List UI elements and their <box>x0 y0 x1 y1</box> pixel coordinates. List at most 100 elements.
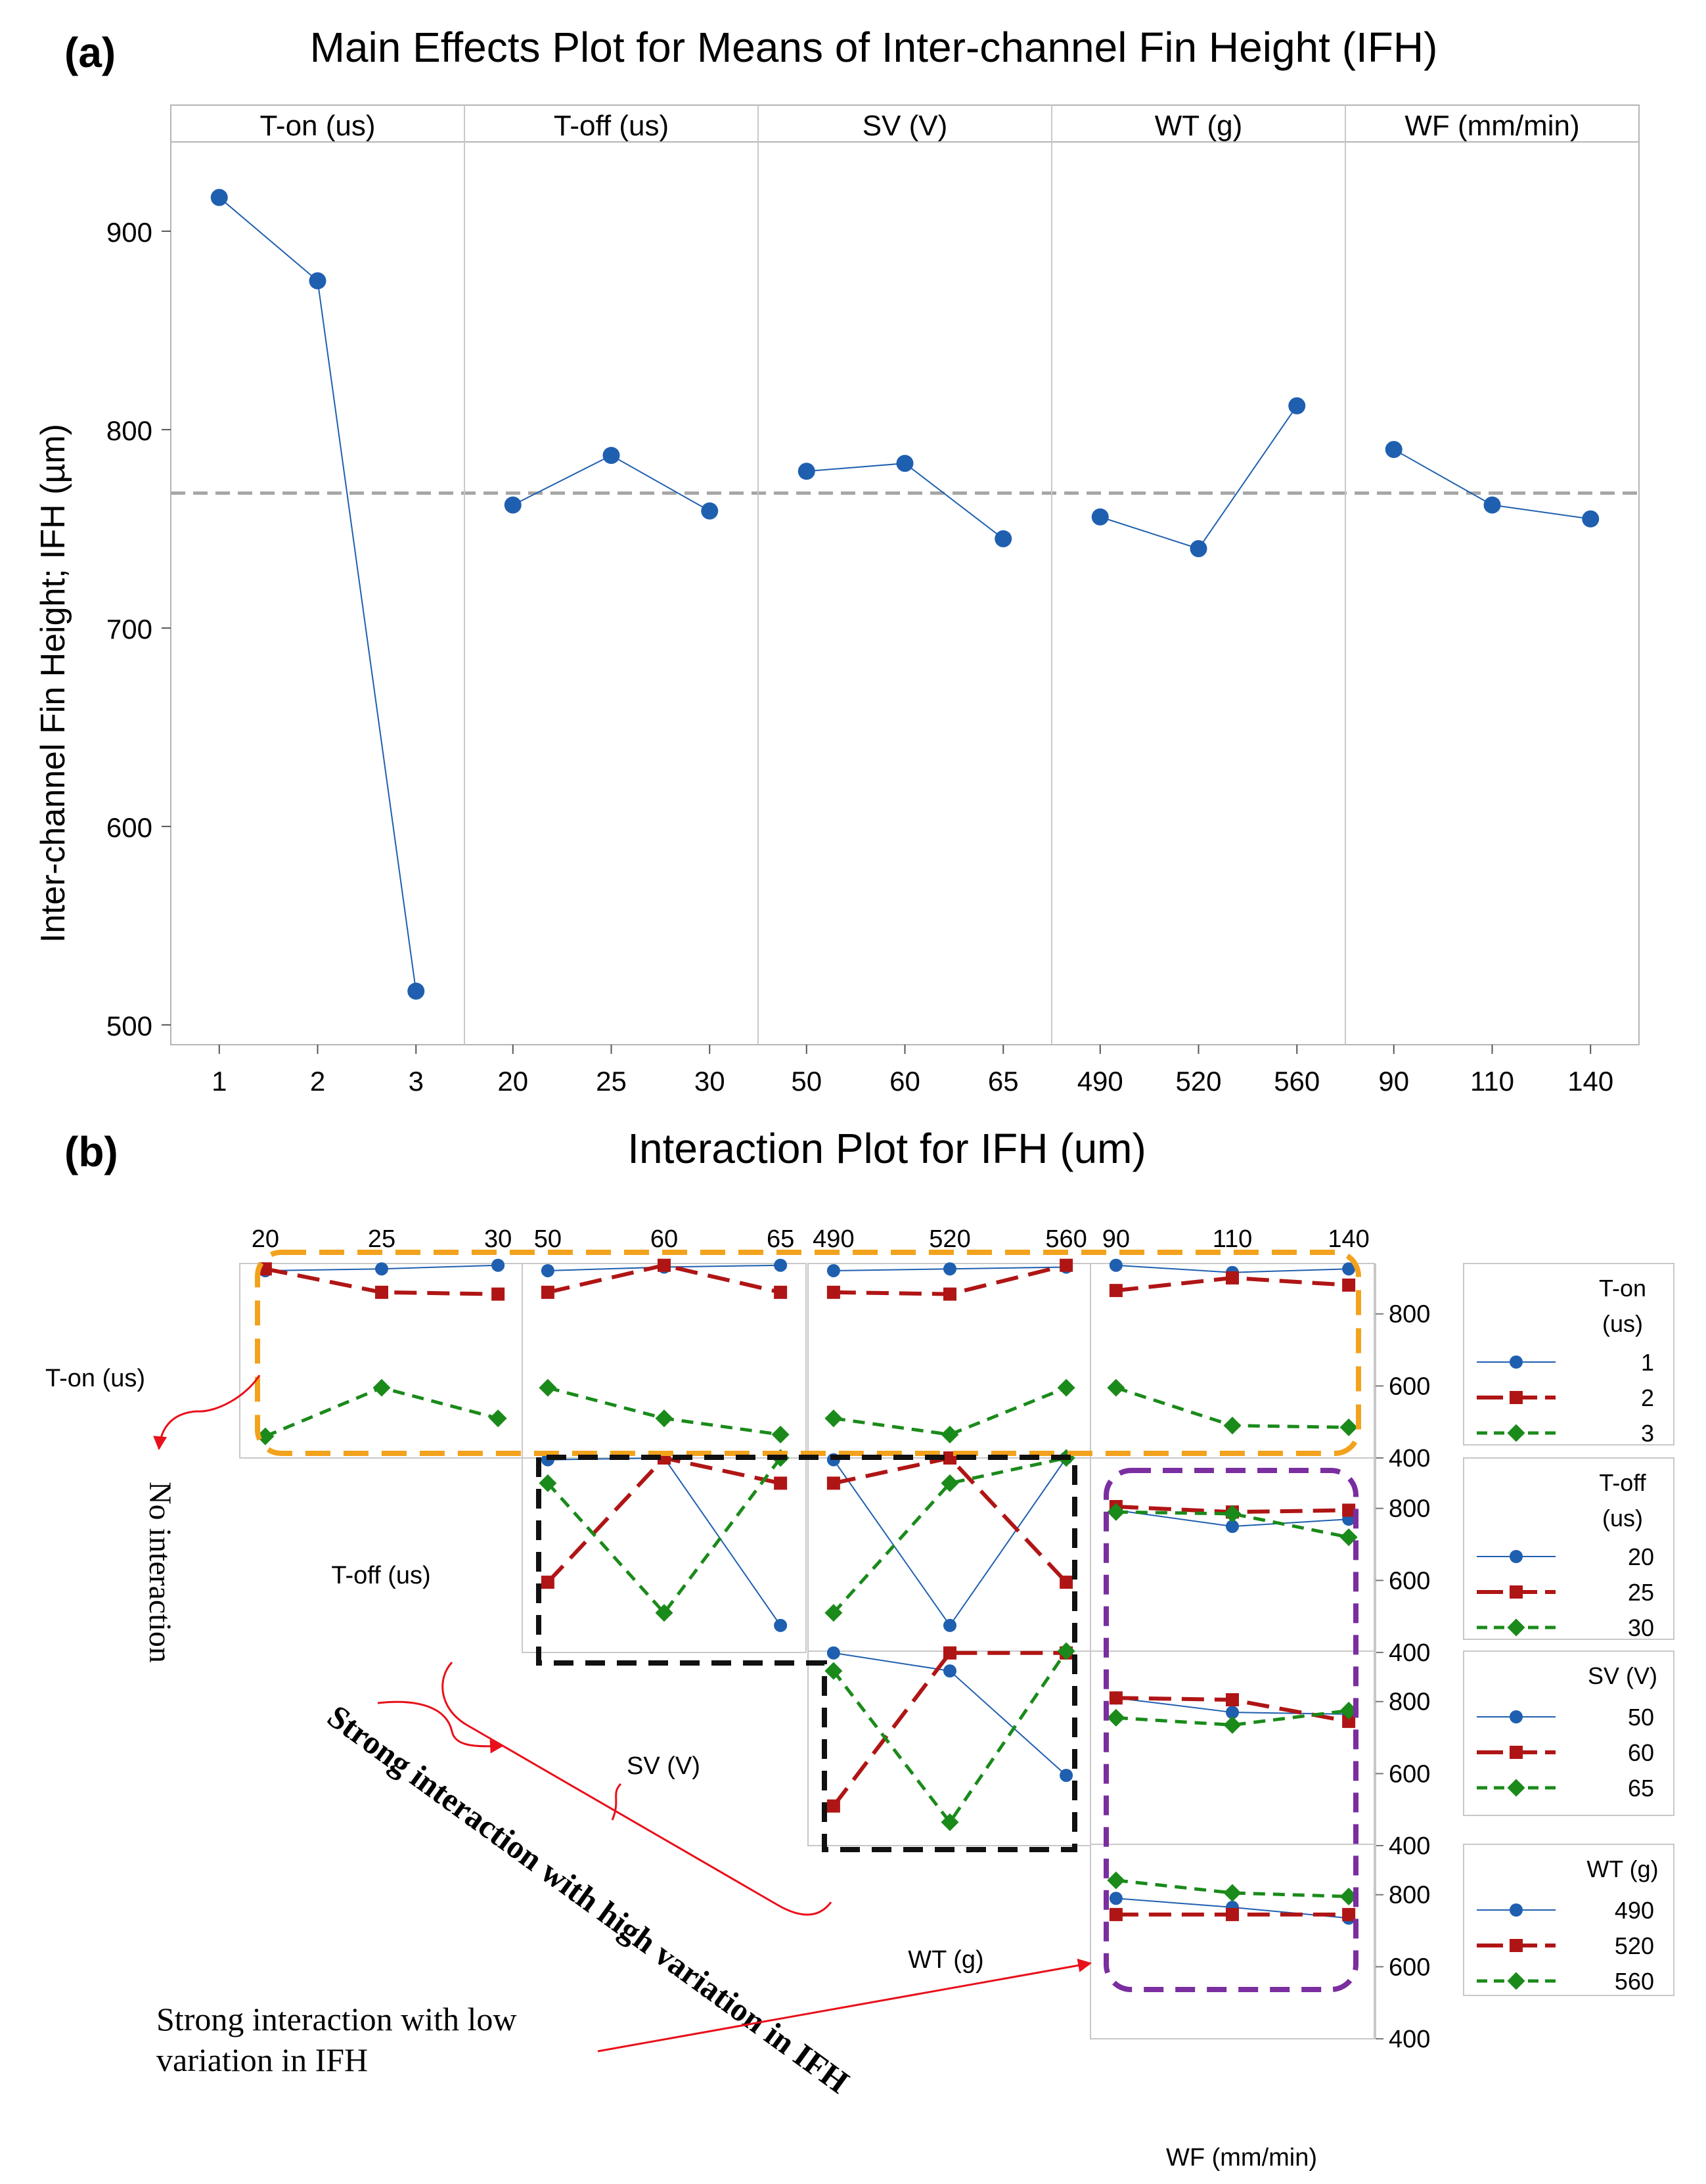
top-x-tick-label: 20 <box>252 1225 279 1253</box>
interaction-point <box>1107 1708 1125 1727</box>
interaction-point <box>1109 1691 1123 1705</box>
factor-label: WF (mm/min) <box>1166 2144 1317 2172</box>
data-point <box>1288 397 1306 415</box>
x-tick-label: 140 <box>1567 1066 1613 1097</box>
legend-item-label: 20 <box>1628 1543 1654 1570</box>
no-interaction-arrow <box>153 1375 261 1451</box>
data-point <box>1091 508 1109 526</box>
interaction-point <box>539 1378 557 1397</box>
x-tick-label: 60 <box>889 1066 920 1097</box>
low-variation-box <box>1104 1468 1358 1992</box>
legend-swatch-marker <box>1510 1746 1523 1759</box>
row-y-tick-label: 800 <box>1389 1689 1430 1716</box>
interaction-point <box>943 1664 956 1678</box>
interaction-series-line <box>547 1457 782 1616</box>
top-x-tick-label: 520 <box>929 1225 970 1253</box>
panel-a-title: Main Effects Plot for Means of Inter-cha… <box>310 24 1438 71</box>
interaction-cell <box>522 1457 807 1653</box>
row-y-tick-label: 600 <box>1389 1373 1430 1400</box>
interaction-point <box>941 1813 959 1831</box>
top-x-tick-label: 60 <box>650 1225 678 1253</box>
data-point <box>1385 441 1403 459</box>
x-tick-label: 110 <box>1470 1066 1514 1097</box>
low-variation-arrow <box>597 1958 1092 2053</box>
interaction-point <box>943 1262 956 1276</box>
row-y-tick-label: 400 <box>1389 1445 1430 1472</box>
x-tick-label: 65 <box>988 1066 1019 1097</box>
legend-item-label: 1 <box>1641 1349 1654 1376</box>
interaction-point <box>941 1425 959 1444</box>
interaction-point <box>1226 1693 1239 1706</box>
interaction-point <box>541 1285 554 1299</box>
interaction-point <box>1223 1417 1242 1435</box>
facet-header: WT (g) <box>1155 110 1243 142</box>
factor-label: WT (g) <box>908 1946 983 1974</box>
interaction-point <box>1060 1576 1073 1589</box>
interaction-point <box>1109 1892 1123 1905</box>
data-point <box>896 455 914 472</box>
interaction-point <box>824 1662 843 1680</box>
legend-item-label: 60 <box>1628 1739 1654 1766</box>
data-point <box>797 463 815 480</box>
interaction-cell <box>1090 1650 1375 1846</box>
legend-box <box>1463 1457 1674 1640</box>
factor-label: T-on (us) <box>45 1365 145 1392</box>
top-x-tick-label: 490 <box>813 1225 854 1253</box>
no-interaction-annotation: No interaction <box>143 1482 177 1663</box>
interaction-point <box>1226 1907 1239 1921</box>
legend-swatch-marker <box>1510 1585 1523 1599</box>
high-variation-brace-tip <box>611 1783 622 1821</box>
y-tick-label: 800 <box>106 415 152 446</box>
interaction-series-line <box>833 1386 1067 1436</box>
interaction-plot: 20 25 30 50 60 65 490 520 560 90 110 140 400 600 800 40… <box>45 1225 1674 2172</box>
legend-swatch-marker <box>1510 1355 1523 1369</box>
row-y-tick-label: 600 <box>1389 1953 1430 1981</box>
legend-item-label: 65 <box>1628 1775 1654 1802</box>
legend-item-label: 520 <box>1615 1932 1654 1959</box>
legend-swatch-marker <box>1507 1618 1525 1637</box>
interaction-point <box>774 1476 788 1490</box>
legend-title: (us) <box>1602 1310 1643 1337</box>
legend-swatch-marker <box>1510 1391 1523 1404</box>
interaction-point <box>771 1425 790 1444</box>
interaction-point <box>1109 1284 1123 1298</box>
legend-title: SV (V) <box>1588 1662 1657 1689</box>
low-variation-annotation: Strong interaction with low variation in… <box>156 2001 525 2078</box>
top-x-tick-label: 560 <box>1045 1225 1087 1253</box>
panel-a-label: (a) <box>64 29 116 76</box>
interaction-point <box>1109 1907 1123 1921</box>
interaction-point <box>1107 1378 1125 1397</box>
interaction-point <box>541 1263 554 1277</box>
data-point <box>309 272 326 290</box>
data-point <box>504 496 522 514</box>
interaction-point <box>1060 1258 1073 1272</box>
interaction-point <box>1342 1714 1356 1728</box>
interaction-point <box>1342 1262 1356 1276</box>
interaction-point <box>774 1285 788 1299</box>
interaction-point <box>824 1604 843 1622</box>
interaction-point <box>1342 1503 1356 1517</box>
interaction-point <box>491 1258 505 1272</box>
legend-item-label: 30 <box>1628 1614 1654 1641</box>
interaction-cell <box>1090 1844 1375 2039</box>
interaction-point <box>375 1285 388 1299</box>
facet-header: SV (V) <box>863 110 948 142</box>
interaction-point <box>826 1799 840 1813</box>
facet-header: T-off (us) <box>554 110 669 142</box>
interaction-series-line <box>832 1650 1067 1808</box>
legend-item-label: 25 <box>1628 1579 1654 1606</box>
panel-b-label: (b) <box>64 1128 118 1175</box>
interaction-point <box>1107 1871 1125 1890</box>
data-point <box>407 982 425 1000</box>
y-tick-label: 500 <box>106 1011 152 1041</box>
x-tick-label: 2 <box>310 1066 325 1097</box>
interaction-point <box>1226 1706 1239 1719</box>
low-variation-annotation-line2: variation in IFH <box>156 2041 368 2078</box>
main-effects-plot: 500 600 700 800 900 T-on (us) 1 2 3 T-off (us) 20 2… <box>106 104 1640 1097</box>
interaction-point <box>1339 1887 1358 1905</box>
legend-title: (us) <box>1602 1505 1643 1532</box>
interaction-point <box>826 1476 840 1490</box>
row-y-tick-label: 400 <box>1389 1639 1430 1667</box>
x-tick-label: 560 <box>1274 1066 1320 1097</box>
